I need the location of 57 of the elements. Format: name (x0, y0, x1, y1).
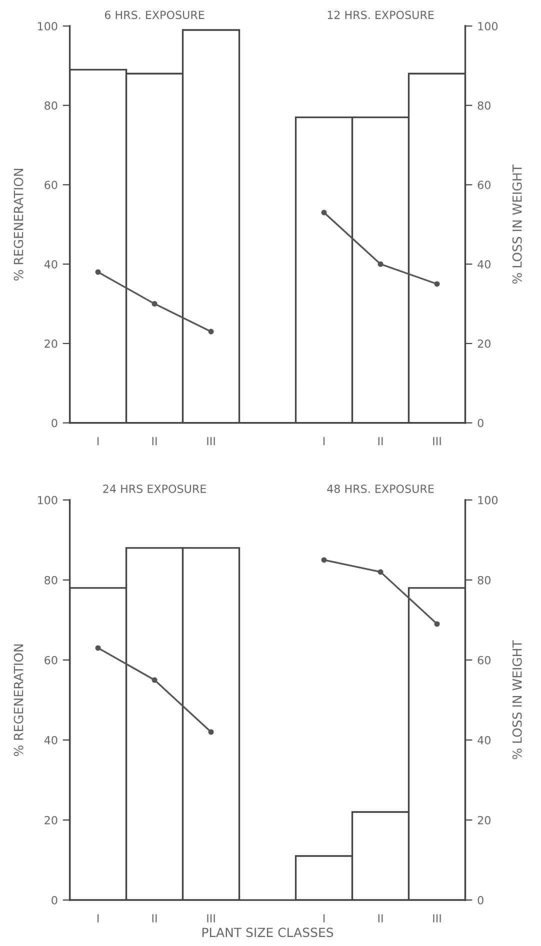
text: 48 HRS. EXPOSURE (327, 484, 434, 494)
x-tick-label: II (152, 914, 157, 922)
x-tick-label: I (323, 437, 325, 446)
y2-tick-label: 20 (478, 816, 490, 824)
y-tick-label: 20 (44, 816, 58, 824)
point (208, 328, 214, 334)
y2-axis-title: % LOSS IN WEIGHT (512, 164, 522, 284)
y2-axis-title: % LOSS IN WEIGHT (512, 640, 522, 760)
point (152, 677, 158, 683)
point (95, 269, 101, 275)
x-tick-label: I (323, 914, 325, 922)
y2-tick-label: 60 (478, 656, 490, 664)
y-tick-label: 0 (52, 418, 58, 428)
y2-tick-label: 40 (478, 260, 490, 269)
x-tick-label: II (378, 914, 383, 922)
y2-tick-label: 80 (478, 576, 490, 584)
x-tick-label: III (433, 437, 441, 446)
y-tick-label: 60 (44, 656, 58, 664)
point (321, 557, 327, 563)
point (378, 261, 384, 267)
point (434, 621, 440, 627)
y2-tick-label: 100 (478, 496, 498, 504)
point (208, 729, 214, 735)
point (152, 301, 158, 307)
x-tick-label: II (152, 437, 157, 446)
y-tick-label: 100 (38, 22, 58, 30)
x-tick-label: II (378, 437, 383, 446)
y-tick-label: 40 (44, 736, 58, 744)
y-tick-label: 0 (52, 896, 58, 904)
y-axis-title: % REGENERATION (14, 644, 24, 756)
text: 24 HRS EXPOSURE (103, 484, 206, 494)
y-tick-label: 80 (44, 576, 58, 584)
y-tick-label: 60 (44, 180, 58, 190)
y-tick-label: 100 (38, 496, 58, 504)
x-tick-label: I (97, 914, 99, 922)
y2-tick-label: 80 (478, 101, 490, 110)
point (434, 281, 440, 287)
y2-tick-label: 20 (478, 339, 490, 348)
text: 6 HRS. EXPOSURE (104, 10, 204, 20)
y-tick-label: 20 (44, 339, 58, 348)
x-axis-title: PLANT SIZE CLASSES (202, 928, 334, 938)
x-tick-label: III (207, 437, 215, 446)
y2-tick-label: 60 (478, 180, 490, 190)
y2-tick-label: 40 (478, 736, 490, 744)
x-tick-label: III (207, 914, 215, 922)
text: 12 HRS. EXPOSURE (328, 10, 434, 20)
x-tick-label: I (97, 437, 99, 446)
point (321, 210, 327, 216)
y2-tick-label: 100 (478, 22, 498, 30)
y2-tick-label: 0 (478, 418, 484, 428)
x-tick-label: III (433, 914, 441, 922)
point (378, 569, 384, 575)
y-axis-title: % REGENERATION (14, 168, 24, 281)
y-tick-label: 80 (44, 101, 58, 110)
y2-tick-label: 0 (478, 896, 484, 904)
point (95, 645, 101, 651)
y-tick-label: 40 (44, 260, 58, 269)
